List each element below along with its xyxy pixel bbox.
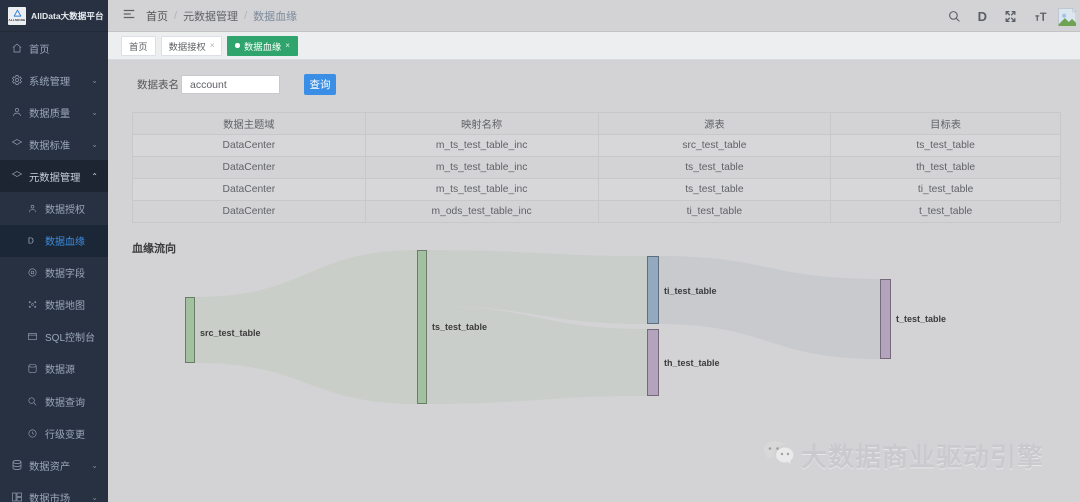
svg-text:D: D — [28, 236, 34, 245]
